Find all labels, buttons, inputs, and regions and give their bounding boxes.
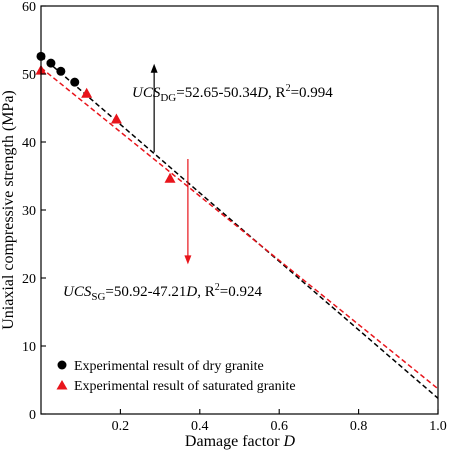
legend-label-dry: Experimental result of dry granite (74, 359, 264, 374)
fit-line-dry (41, 55, 438, 399)
x-tick-label: 0.4 (191, 419, 209, 434)
legend-marker-dry (57, 360, 67, 370)
y-tick-label: 0 (29, 408, 36, 423)
annotation-sg: UCSSG=50.92-47.21D, R2=0.924 (63, 282, 262, 303)
y-tick-label: 60 (22, 0, 36, 15)
point-saturated (164, 172, 176, 183)
axis-ticks (41, 5, 439, 415)
annotation-arrows (150, 63, 192, 265)
y-tick-label: 20 (22, 272, 36, 287)
legend-label-saturated: Experimental result of saturated granite (74, 379, 296, 394)
annotation-dg: UCSDG=52.65-50.34D, R2=0.994 (132, 83, 333, 104)
y-tick-label: 10 (22, 340, 36, 355)
point-saturated (81, 87, 93, 98)
fit-line-saturated (41, 67, 438, 390)
legend-marker-saturated (56, 380, 68, 390)
point-dry (46, 58, 56, 68)
y-axis-title: Uniaxial compressive strength (MPa) (0, 90, 17, 330)
point-dry (70, 77, 80, 87)
point-dry (56, 66, 66, 76)
fit-lines (41, 55, 438, 399)
arrow-head-dg (150, 63, 158, 73)
x-tick-label: 0.2 (112, 419, 130, 434)
y-tick-label: 50 (22, 68, 36, 83)
plot-frame (40, 5, 439, 415)
y-tick-label: 40 (22, 136, 36, 151)
x-tick-label: 0.6 (270, 419, 288, 434)
arrow-head-sg (184, 255, 192, 265)
point-saturated (110, 113, 122, 124)
x-axis-title: Damage factor D (185, 433, 296, 450)
x-tick-label: 0.8 (350, 419, 368, 434)
data-points (35, 51, 176, 183)
legend: Experimental result of dry granite Exper… (56, 359, 296, 394)
x-tick-label: 1.0 (429, 419, 447, 434)
axis-tick-labels: 0 10 20 30 40 50 60 0.2 0.4 0.6 0.8 1.0 (22, 0, 447, 434)
y-tick-label: 30 (22, 204, 36, 219)
